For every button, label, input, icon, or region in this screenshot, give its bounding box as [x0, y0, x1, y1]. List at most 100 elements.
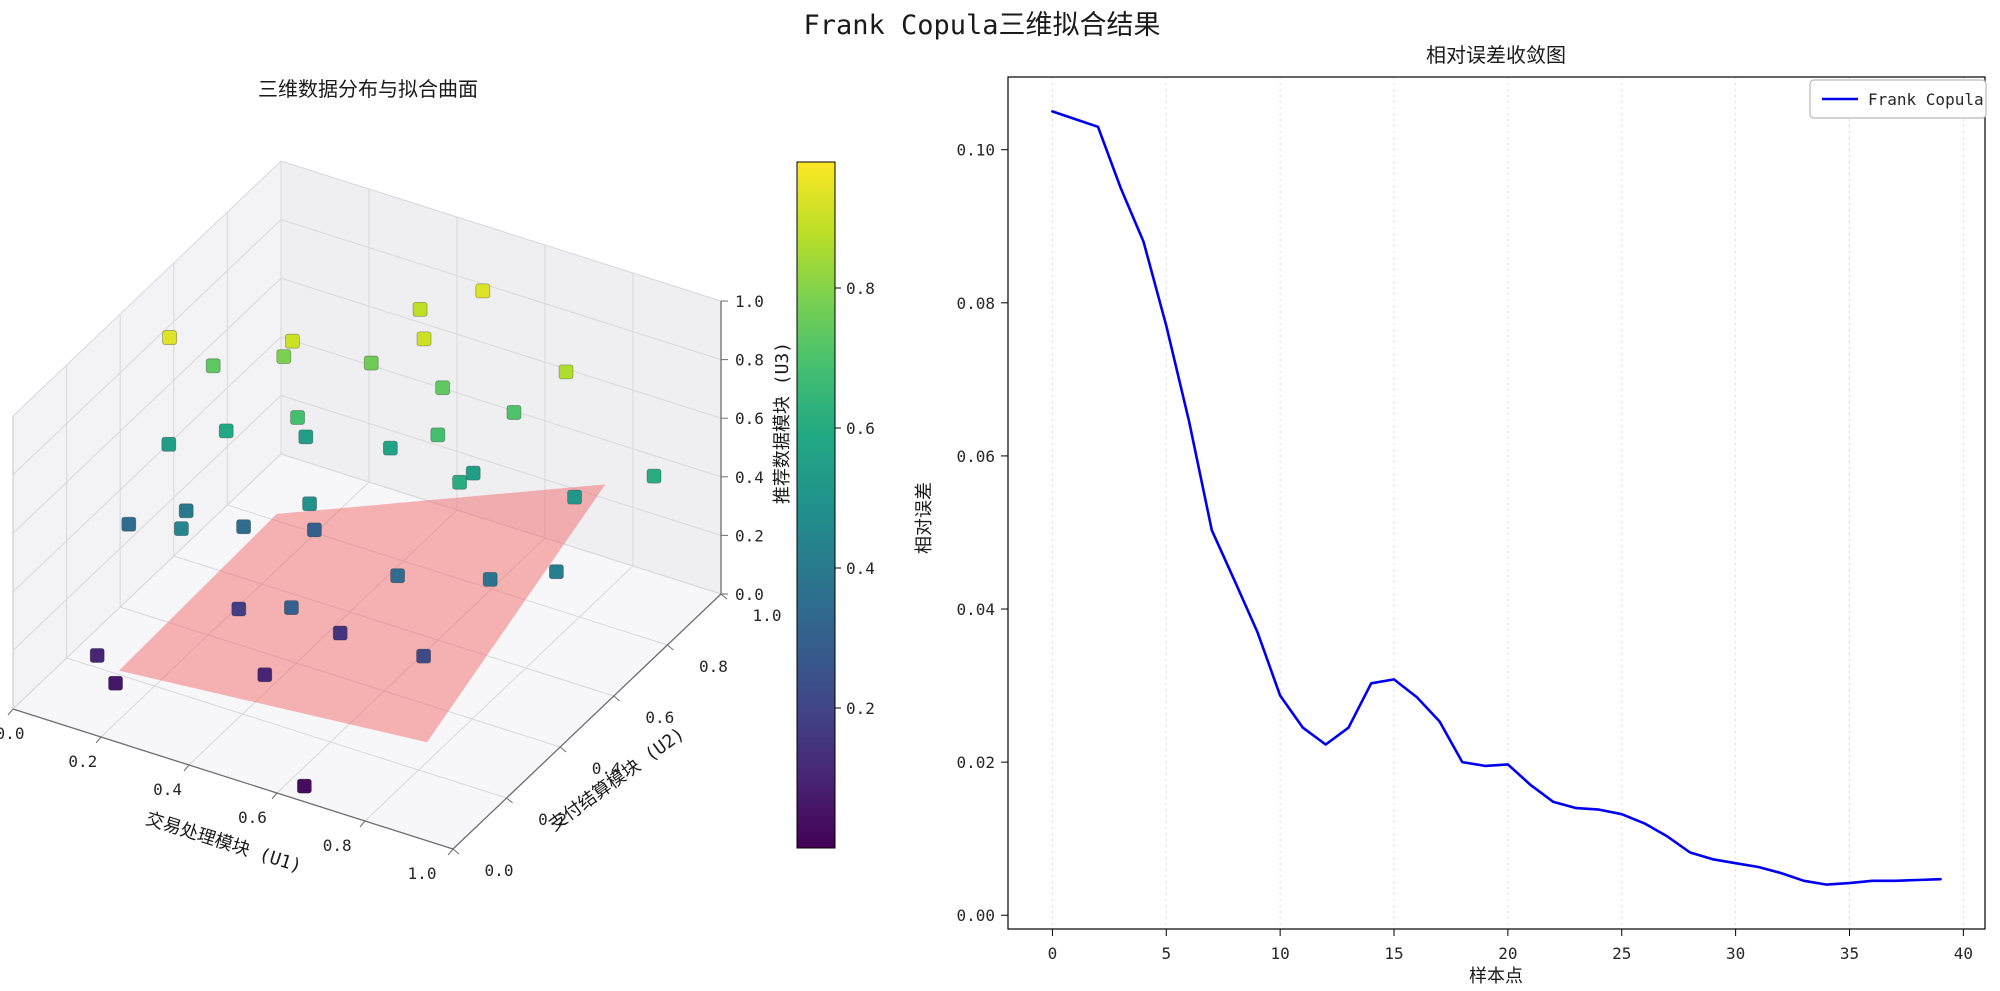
- grid-line: [188, 509, 458, 766]
- scatter-point: [276, 349, 292, 365]
- line-plot: 0 5 10 15 20 25 30 35 40 0.00 0.02 0.04 0.06 0.08 0.10: [956, 76, 1986, 963]
- scatter-point: [89, 648, 105, 663]
- tick-mark: [452, 848, 460, 855]
- tick-label: 0.8: [323, 836, 352, 855]
- scatter-point: [482, 571, 498, 587]
- tick-mark: [95, 736, 102, 744]
- tick-mark: [667, 644, 674, 651]
- scatter-point: [290, 410, 305, 425]
- tick-mark: [359, 820, 366, 828]
- scatter-point: [296, 778, 312, 794]
- 3d-scatter-plot: 0.0 0.0 0.0 0.2 0.2 0.2 0.4 0.4 0.4 0.6 0.6 0.6 0.8 0…: [0, 160, 782, 883]
- grid-line: [12, 395, 282, 651]
- tick-label: 0.6: [238, 808, 267, 827]
- y-tick-label: 0.08: [956, 294, 995, 313]
- scatter-point: [390, 568, 406, 584]
- tick-mark: [183, 764, 190, 772]
- scatter-point: [567, 489, 582, 505]
- grid-line: [66, 657, 507, 799]
- tick-label: 0.0: [485, 861, 514, 880]
- tick-mark: [613, 695, 621, 702]
- scatter-point: [205, 358, 221, 374]
- grid-line: [12, 160, 282, 417]
- legend-box: [1809, 79, 1987, 119]
- axis-edge: [12, 708, 454, 850]
- grid-line: [280, 160, 722, 302]
- y-tick-label: 0.02: [956, 753, 995, 772]
- tick-label: 0.0: [0, 724, 24, 743]
- colorbar-tick-label: 0.2: [846, 699, 875, 718]
- scatter-point: [382, 440, 398, 456]
- scatter-point: [435, 380, 451, 396]
- scatter-point: [283, 600, 299, 615]
- fitted-surface: [119, 484, 606, 743]
- figure-title: Frank Copula三维拟合结果: [803, 10, 1160, 41]
- scatter-point: [332, 625, 348, 641]
- y-tick-label: 0.06: [956, 447, 995, 466]
- scatter-point: [162, 330, 177, 345]
- line-plot-ylabel: 相对误差: [914, 482, 935, 554]
- scatter-point: [218, 423, 234, 439]
- x-tick-label: 40: [1954, 944, 1973, 963]
- grid-line: [280, 394, 722, 536]
- y-tick-label: 0.04: [956, 600, 995, 619]
- tick-label: 0.4: [735, 468, 764, 487]
- x-tick-label: 20: [1498, 944, 1517, 963]
- pane: [13, 161, 281, 709]
- grid-line: [280, 336, 722, 478]
- x-tick-label: 35: [1840, 944, 1859, 963]
- scatter-point: [298, 429, 314, 445]
- x-tick-label: 0: [1048, 944, 1058, 963]
- scatter-point: [108, 675, 123, 691]
- tick-label: 0.4: [153, 780, 182, 799]
- scatter-point: [416, 648, 432, 664]
- scatter-point: [465, 465, 481, 481]
- scatter-point: [302, 496, 318, 512]
- tick-label: 1.0: [735, 292, 764, 311]
- tick-mark: [447, 848, 454, 856]
- tick-label: 0.8: [699, 657, 728, 676]
- pane: [281, 161, 721, 594]
- scatter-point: [506, 405, 522, 420]
- scatter3d-xlabel: 交易处理模块 (U1): [143, 808, 304, 877]
- grid-line: [276, 537, 546, 794]
- tick-label: 0.8: [735, 351, 764, 370]
- tick-label: 1.0: [408, 864, 437, 883]
- legend: Frank Copula: [1809, 79, 1987, 119]
- tick-mark: [506, 797, 513, 804]
- grid-line: [12, 277, 282, 534]
- scatter-point: [284, 333, 300, 349]
- grid-line: [280, 277, 722, 419]
- x-tick-label: 15: [1384, 944, 1403, 963]
- scatter-point: [646, 468, 662, 484]
- axis-edge: [452, 593, 722, 850]
- tick-label: 0.2: [68, 752, 97, 771]
- scatter-point: [452, 474, 468, 490]
- colorbar-tick-label: 0.4: [846, 559, 875, 578]
- scatter-point: [412, 301, 428, 317]
- grid-line: [280, 219, 722, 361]
- scatter-point: [231, 601, 247, 617]
- grid-line: [173, 555, 614, 697]
- x-tick-label: 5: [1161, 944, 1171, 963]
- tick-label: 1.0: [753, 606, 782, 625]
- colorbar-tick-label: 0.8: [846, 279, 875, 298]
- colorbar-tick-label: 0.6: [846, 419, 875, 438]
- y-tick-label: 0.10: [956, 141, 995, 160]
- x-tick-label: 25: [1612, 944, 1631, 963]
- x-tick-label: 30: [1726, 944, 1745, 963]
- line-plot-xlabel: 样本点: [1469, 966, 1523, 987]
- tick-mark: [271, 792, 278, 800]
- scatter-point: [549, 564, 564, 580]
- grid-line: [364, 565, 634, 822]
- scatter-point: [178, 503, 194, 519]
- scatter-point: [257, 667, 273, 683]
- scatter-point: [475, 283, 491, 299]
- legend-label: Frank Copula: [1868, 90, 1984, 109]
- tick-label: 0.0: [735, 585, 764, 604]
- y-tick-label: 0.00: [956, 906, 995, 925]
- tick-label: 0.2: [538, 810, 567, 829]
- tick-label: 0.6: [735, 409, 764, 428]
- scatter-point: [416, 331, 432, 347]
